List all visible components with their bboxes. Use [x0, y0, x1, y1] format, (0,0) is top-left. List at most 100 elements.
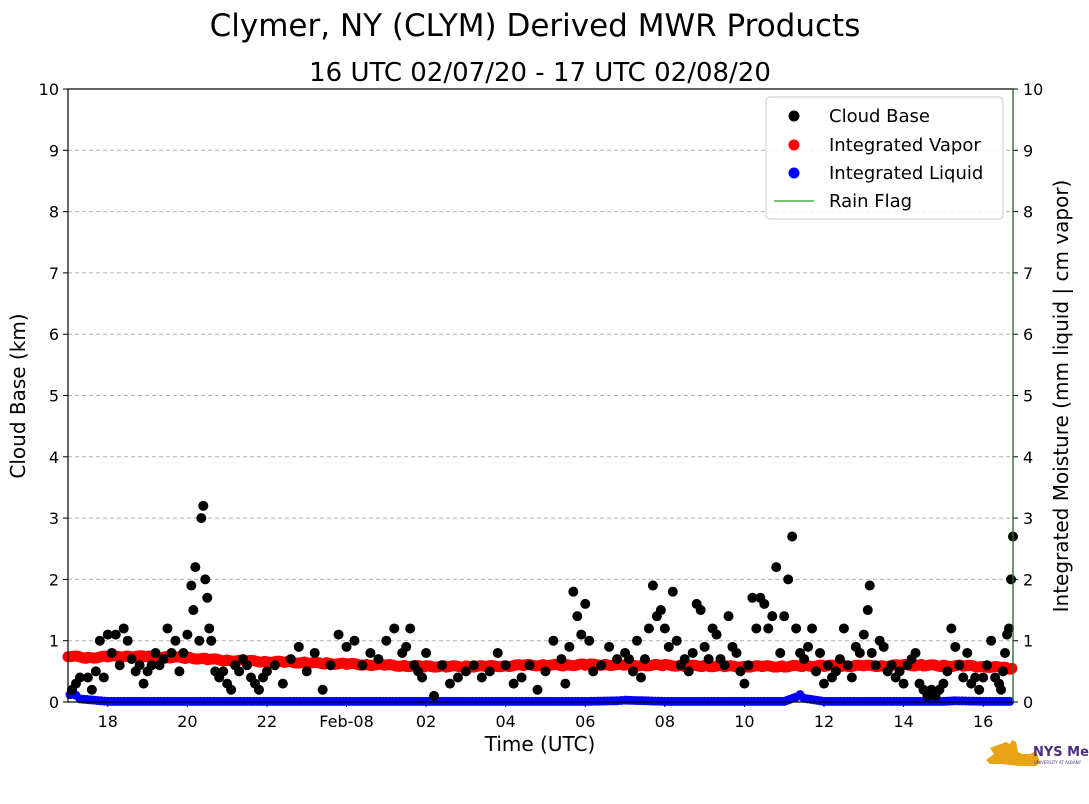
cloud-base-point [110, 629, 121, 640]
cloud-base-point [767, 611, 778, 622]
cloud-base-point [138, 678, 149, 689]
cloud-base-point [188, 605, 199, 616]
cloud-base-point [938, 678, 949, 689]
y2-tick-label: 9 [1023, 141, 1033, 160]
cloud-base-point [830, 666, 841, 677]
cloud-base-point [735, 666, 746, 677]
cloud-base-point [954, 660, 965, 671]
cloud-base-point [747, 592, 758, 603]
cloud-base-point [460, 666, 471, 677]
y-tick-label: 5 [49, 387, 59, 406]
y-tick-label: 2 [49, 570, 59, 589]
cloud-base-point [134, 660, 145, 671]
cloud-base-point [429, 690, 440, 701]
grid-lines [68, 149, 1013, 642]
cloud-base-point [285, 654, 296, 665]
cloud-base-point [584, 635, 595, 646]
cloud-base-point [1006, 574, 1017, 585]
y-axis-label: Cloud Base (km) [6, 313, 30, 478]
cloud-base-point [421, 647, 432, 658]
cloud-base-point [580, 598, 591, 609]
chart-title: Clymer, NY (CLYM) Derived MWR Products [210, 8, 861, 44]
cloud-base-point [1004, 623, 1015, 634]
cloud-base-point [683, 666, 694, 677]
cloud-base-point [381, 635, 392, 646]
cloud-base-point [974, 684, 985, 695]
vapor-point [1006, 662, 1018, 674]
y-tick-label: 1 [49, 632, 59, 651]
y2-tick-label: 6 [1023, 325, 1033, 344]
cloud-base-point [631, 635, 642, 646]
cloud-base-point [114, 660, 125, 671]
cloud-base-point [647, 580, 658, 591]
y-tick-label: 0 [49, 693, 59, 712]
ny-state-shape-icon [986, 740, 1040, 766]
cloud-base-point [309, 647, 320, 658]
y2-tick-label: 8 [1023, 203, 1033, 222]
y-axis-ticks: 0 1 2 3 4 5 6 7 8 9 10 [39, 80, 68, 712]
cloud-base-point [807, 623, 818, 634]
cloud-base-point [357, 660, 368, 671]
cloud-base-point [126, 654, 137, 665]
y2-axis-label: Integrated Moisture (mm liquid | cm vapo… [1049, 180, 1073, 613]
cloud-base-point [982, 660, 993, 671]
y-tick-label: 6 [49, 325, 59, 344]
cloud-base-point [910, 647, 921, 658]
cloud-base-point [417, 672, 428, 683]
x-tick-label: 10 [734, 712, 754, 731]
cloud-base-point [803, 641, 814, 652]
x-tick-label: 02 [416, 712, 436, 731]
cloud-base-point [98, 672, 109, 683]
legend-swatch [788, 139, 800, 151]
cloud-base-point [196, 513, 207, 524]
cloud-base-point [572, 611, 583, 622]
cloud-base-point [540, 666, 551, 677]
cloud-base-point [74, 672, 85, 683]
cloud-base-point [500, 660, 511, 671]
cloud-base-point [699, 641, 710, 652]
x-tick-label: 04 [496, 712, 516, 731]
cloud-base-point [996, 684, 1007, 695]
cloud-base-point [182, 629, 193, 640]
cloud-base-point [870, 660, 881, 671]
cloud-base-point [200, 574, 211, 585]
cloud-base-point [858, 629, 869, 640]
cloud-base-point [842, 660, 853, 671]
cloud-base-point [325, 660, 336, 671]
cloud-base-point [695, 605, 706, 616]
y2-tick-label: 10 [1023, 80, 1043, 99]
cloud-base-point [811, 666, 822, 677]
cloud-base-point [405, 623, 416, 634]
cloud-base-point [532, 684, 543, 695]
cloud-base-point [476, 672, 487, 683]
cloud-base-point [253, 684, 264, 695]
liquid-point [1005, 696, 1015, 706]
legend-box [765, 96, 1004, 220]
y2-tick-label: 7 [1023, 264, 1033, 283]
cloud-base-point [846, 672, 857, 683]
cloud-base-point [437, 660, 448, 671]
cloud-base-point [444, 678, 455, 689]
cloud-base-point [186, 580, 197, 591]
cloud-base-point [628, 666, 639, 677]
cloud-base-point [624, 654, 635, 665]
legend-entry: Integrated Vapor [829, 135, 981, 156]
cloud-base-point [365, 647, 376, 658]
x-tick-label: 18 [98, 712, 118, 731]
cloud-base-point [659, 623, 670, 634]
cloud-base-point [389, 623, 400, 634]
x-tick-label: 20 [177, 712, 197, 731]
cloud-base-point [206, 635, 217, 646]
cloud-base-point [556, 654, 567, 665]
cloud-base-point [524, 660, 535, 671]
y-tick-label: 3 [49, 509, 59, 528]
cloud-base-point [862, 605, 873, 616]
cloud-base-point [671, 635, 682, 646]
cloud-base-point [950, 641, 961, 652]
cloud-base-point [822, 660, 833, 671]
cloud-base-point [198, 500, 209, 511]
y-tick-label: 9 [49, 141, 59, 160]
y-tick-label: 8 [49, 203, 59, 222]
cloud-base-point [178, 647, 189, 658]
cloud-base-point [174, 666, 185, 677]
